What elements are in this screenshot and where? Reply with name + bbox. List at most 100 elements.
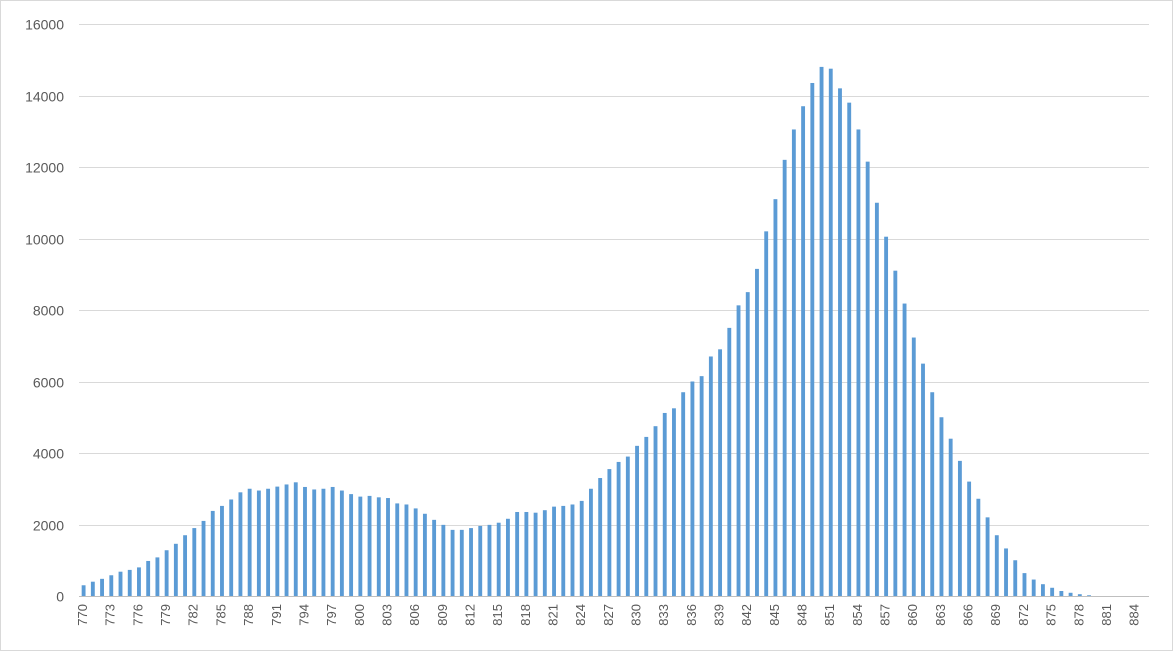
bar [441,524,446,596]
bar [303,486,307,596]
bar [210,510,215,596]
bar [192,528,197,596]
bar [173,543,178,596]
bars [81,66,1091,597]
x-tick-label: 863 [933,604,948,626]
bar [579,500,584,596]
bar [635,445,639,596]
bar [284,484,289,596]
bar [376,497,381,596]
bar [293,482,298,596]
bar [1087,595,1091,596]
bar [607,469,612,596]
x-tick-label: 842 [739,604,754,626]
bar [256,490,261,596]
bar [699,376,704,596]
bar [644,436,649,596]
bar [884,236,889,596]
bar [718,349,723,596]
x-tick-label: 779 [158,604,173,626]
bar [552,506,556,597]
bar [542,510,547,596]
y-tick-label: 10000 [25,232,64,248]
bar [985,517,990,596]
bar [967,481,972,596]
bar [90,581,95,596]
x-tick-label: 794 [296,604,311,626]
bar [589,488,593,596]
bar [404,504,409,596]
bar [976,498,981,596]
bar [994,535,999,596]
bar [201,520,206,596]
bar [524,511,529,596]
bar [330,486,335,596]
bar [801,106,806,596]
y-tick-label: 4000 [33,446,64,462]
x-axis-ticks: 770 773 776 779 782 785 788 791 794 797 800 803 806 8… [75,604,1142,626]
x-tick-label: 773 [103,604,118,626]
bar [921,363,925,597]
x-tick-label: 869 [988,604,1003,626]
bar [164,550,169,596]
bar [755,268,759,596]
bar [561,505,566,596]
bar [515,511,520,596]
bar [109,575,114,596]
bar [487,524,492,596]
y-tick-label: 2000 [33,518,64,534]
bar [1050,587,1055,596]
x-tick-label: 866 [961,604,976,626]
bar [496,522,501,596]
bar [1031,579,1036,596]
bar [312,489,317,596]
bar [856,129,861,596]
x-tick-label: 800 [352,604,367,626]
bar [220,505,224,596]
bar [266,488,271,596]
bar [847,102,852,597]
bar [183,535,188,596]
bar [1059,591,1064,596]
bar [708,356,713,596]
y-tick-label: 8000 [33,303,64,319]
bar [745,292,750,597]
bar [127,569,132,596]
bar [902,303,907,596]
bar [653,426,658,596]
x-tick-label: 848 [795,604,810,626]
x-tick-label: 830 [628,604,643,626]
x-tick-label: 881 [1099,604,1114,626]
x-tick-label: 809 [435,604,450,626]
bar [229,499,234,596]
bar [1004,548,1008,596]
x-tick-label: 824 [573,604,588,626]
bar [247,488,252,596]
x-tick-label: 827 [601,604,616,626]
y-axis-ticks: 0 2000 4000 6000 8000 10000 12000 14000 16000 [25,17,64,605]
y-tick-label: 16000 [25,17,64,33]
y-tick-label: 6000 [33,375,64,391]
bar [321,488,326,596]
bar [505,518,510,596]
bar [478,525,483,596]
bar [137,567,141,596]
bar [1077,594,1082,596]
bar [570,504,575,596]
y-tick-label: 12000 [25,160,64,176]
bar [238,492,243,596]
bar [155,557,160,596]
bar [450,529,455,596]
x-tick-label: 806 [407,604,422,626]
x-tick-label: 836 [684,604,699,626]
x-tick-label: 782 [186,604,201,626]
bar [893,270,898,596]
x-tick-label: 872 [1016,604,1031,626]
bar [782,159,787,596]
bar [957,460,962,596]
bar [874,202,879,596]
bar [736,305,741,596]
x-tick-label: 785 [213,604,228,626]
